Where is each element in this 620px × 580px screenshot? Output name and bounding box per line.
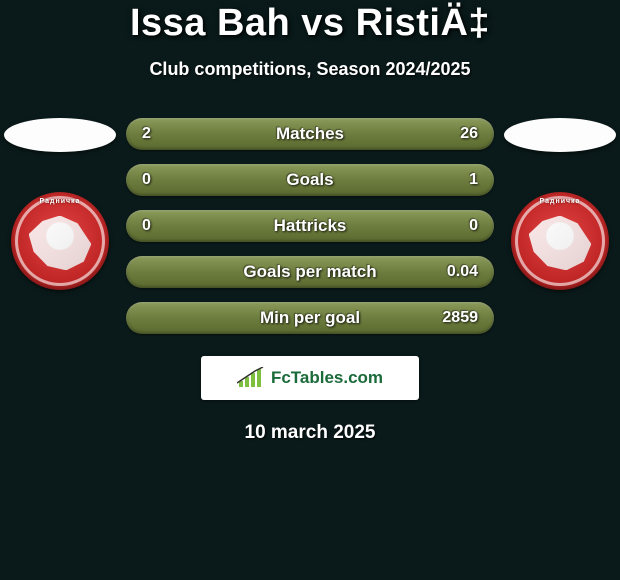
stat-right-value: 26 [438, 125, 478, 143]
stat-bar: 0 Hattricks 0 [126, 210, 494, 242]
stat-bar: 0 Goals 1 [126, 164, 494, 196]
stat-left-value: 2 [142, 125, 182, 143]
player-avatar-right [504, 118, 616, 152]
logo-text: FcTables.com [271, 368, 383, 388]
stat-bar: Goals per match 0.04 [126, 256, 494, 288]
stat-right-value: 0 [438, 217, 478, 235]
right-column: Радничка [500, 118, 620, 290]
bar-chart-icon [237, 367, 265, 389]
stat-bar: 2 Matches 26 [126, 118, 494, 150]
badge-text-left: Радничка [11, 198, 109, 205]
main-row: Радничка 2 Matches 26 0 Goals 1 0 Hattri… [0, 118, 620, 334]
stat-bar: Min per goal 2859 [126, 302, 494, 334]
stat-left-value: 0 [142, 171, 182, 189]
stat-left-value: 0 [142, 217, 182, 235]
stats-bars: 2 Matches 26 0 Goals 1 0 Hattricks 0 Goa… [120, 118, 500, 334]
stat-right-value: 2859 [438, 309, 478, 327]
badge-text-right: Радничка [511, 198, 609, 205]
player-avatar-left [4, 118, 116, 152]
club-badge-left: Радничка [11, 192, 109, 290]
stat-right-value: 1 [438, 171, 478, 189]
left-column: Радничка [0, 118, 120, 290]
eagle-icon [29, 216, 92, 271]
subtitle: Club competitions, Season 2024/2025 [0, 59, 620, 80]
club-badge-right: Радничка [511, 192, 609, 290]
stat-right-value: 0.04 [438, 263, 478, 281]
source-logo: FcTables.com [201, 356, 419, 400]
eagle-icon [529, 216, 592, 271]
infographic-container: Issa Bah vs RistiÄ‡ Club competitions, S… [0, 0, 620, 444]
page-title: Issa Bah vs RistiÄ‡ [0, 2, 620, 45]
date-label: 10 march 2025 [0, 422, 620, 444]
